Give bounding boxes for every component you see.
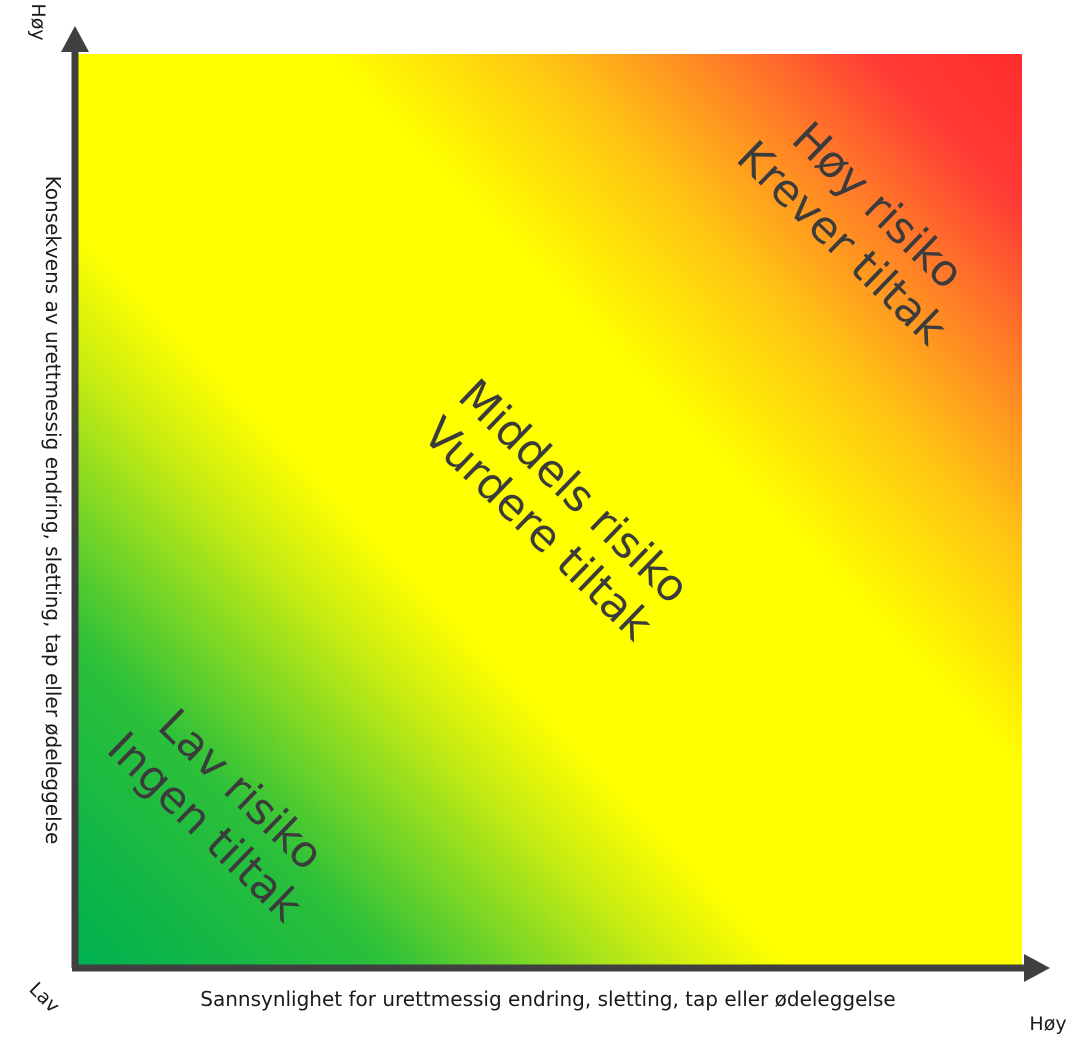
- y-axis: [61, 26, 89, 968]
- x-axis-arrowhead: [1024, 954, 1050, 982]
- x-axis-high-label: Høy: [1029, 1013, 1066, 1035]
- y-axis-arrowhead: [61, 26, 89, 52]
- origin-low-label: Lav: [25, 978, 64, 1017]
- y-axis-title: Konsekvens av urettmessig endring, slett…: [41, 176, 65, 845]
- risk-gradient-field: [78, 54, 1022, 966]
- x-axis: [72, 954, 1050, 982]
- x-axis-title: Sannsynlighet for urettmessig endring, s…: [200, 987, 895, 1011]
- y-axis-high-label: Høy: [27, 3, 49, 40]
